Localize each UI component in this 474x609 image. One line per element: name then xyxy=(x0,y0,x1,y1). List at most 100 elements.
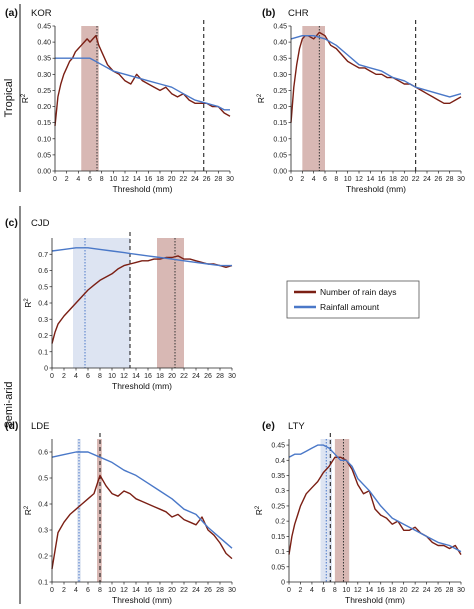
x-tick-label-a: 24 xyxy=(191,176,199,183)
y-tick-label-a: 0.40 xyxy=(37,40,51,47)
y-tick-label-c: 0.6 xyxy=(38,268,48,275)
y-tick-label-e: 0.1 xyxy=(275,549,285,556)
x-tick-label-c: 4 xyxy=(74,373,78,380)
y-axis-label-c: R2 xyxy=(23,298,33,308)
x-axis-label-a: Threshold (mm) xyxy=(113,184,173,194)
y-tick-label-e: 0.4 xyxy=(275,458,285,465)
x-tick-label-e: 18 xyxy=(388,587,396,594)
x-tick-label-b: 12 xyxy=(355,176,363,183)
x-tick-label-c: 20 xyxy=(168,373,176,380)
x-tick-label-c: 0 xyxy=(50,373,54,380)
x-tick-label-a: 0 xyxy=(53,176,57,183)
x-tick-label-a: 14 xyxy=(133,176,141,183)
series-line-rain_days-d xyxy=(51,474,233,570)
panel-b: 0 2 4 6 8 10 12 14 16 18 20 22 24 26 28 300.000.050.100… xyxy=(256,7,465,194)
x-tick-label-d: 24 xyxy=(192,587,200,594)
x-tick-label-a: 18 xyxy=(156,176,164,183)
y-tick-label-d: 0.2 xyxy=(38,554,48,561)
x-tick-label-d: 0 xyxy=(50,587,54,594)
x-tick-label-e: 20 xyxy=(400,587,408,594)
x-tick-label-b: 18 xyxy=(389,176,397,183)
y-tick-label-b: 0.35 xyxy=(273,56,287,63)
x-tick-label-b: 20 xyxy=(400,176,408,183)
x-tick-label-e: 22 xyxy=(411,587,419,594)
x-tick-label-c: 8 xyxy=(98,373,102,380)
series-line-rainfall-e xyxy=(288,444,462,553)
x-tick-label-b: 28 xyxy=(446,176,454,183)
panel-station-a: KOR xyxy=(31,8,52,19)
x-tick-label-e: 10 xyxy=(342,587,350,594)
series-line-rainfall-a xyxy=(55,57,230,111)
y-tick-label-b: 0.00 xyxy=(273,169,287,176)
y-tick-label-d: 0.6 xyxy=(38,450,48,457)
x-tick-label-b: 6 xyxy=(323,176,327,183)
x-tick-label-a: 16 xyxy=(144,176,152,183)
panel-station-b: CHR xyxy=(288,8,309,19)
y-axis-label-superscript-d: 2 xyxy=(24,505,30,509)
x-tick-label-a: 6 xyxy=(88,176,92,183)
x-tick-label-c: 24 xyxy=(192,373,200,380)
panel-station-d: LDE xyxy=(31,421,49,432)
y-tick-label-b: 0.25 xyxy=(273,88,287,95)
x-tick-label-d: 22 xyxy=(180,587,188,594)
y-tick-label-b: 0.10 xyxy=(273,136,287,143)
x-tick-label-d: 30 xyxy=(228,587,236,594)
y-tick-label-c: 0 xyxy=(44,366,48,373)
x-tick-label-c: 10 xyxy=(108,373,116,380)
x-tick-label-b: 10 xyxy=(344,176,352,183)
y-tick-label-a: 0.15 xyxy=(37,120,51,127)
legend-label-rain-days: Number of rain days xyxy=(320,287,397,297)
x-tick-label-c: 6 xyxy=(86,373,90,380)
y-tick-label-e: 0.25 xyxy=(271,503,285,510)
y-tick-label-e: 0.45 xyxy=(271,443,285,450)
shade-rain-days-d xyxy=(97,439,102,582)
panel-station-c: CJD xyxy=(31,218,50,229)
x-tick-label-d: 4 xyxy=(74,587,78,594)
y-axis-label-superscript-a: 2 xyxy=(21,93,27,97)
series-line-rain_days-e xyxy=(288,456,462,555)
panel-e: 0 2 4 6 8 10 12 14 16 18 20 22 24 26 28 3000.050.10.150… xyxy=(254,420,465,605)
panel-a: 0 2 4 6 8 10 12 14 16 18 20 22 24 26 28 300.000.050.100… xyxy=(5,7,234,194)
x-tick-label-e: 2 xyxy=(299,587,303,594)
x-tick-label-c: 16 xyxy=(144,373,152,380)
panel-label-b: (b) xyxy=(262,7,275,19)
panels: 0 2 4 6 8 10 12 14 16 18 20 22 24 26 28 300.000.050.100… xyxy=(5,7,465,605)
panel-label-d: (d) xyxy=(5,420,18,432)
y-axis-label-superscript-c: 2 xyxy=(24,298,30,302)
y-axis-label-b: R2 xyxy=(256,93,266,103)
y-axis-label-superscript-e: 2 xyxy=(255,505,261,509)
x-axis-label-c: Threshold (mm) xyxy=(112,381,172,391)
x-tick-label-a: 2 xyxy=(65,176,69,183)
panel-station-e: LTY xyxy=(288,421,305,432)
x-tick-label-a: 12 xyxy=(121,176,129,183)
x-tick-label-c: 28 xyxy=(216,373,224,380)
x-tick-label-b: 8 xyxy=(334,176,338,183)
x-tick-label-a: 28 xyxy=(214,176,222,183)
x-tick-label-e: 4 xyxy=(310,587,314,594)
y-tick-label-c: 0.1 xyxy=(38,349,48,356)
y-tick-label-b: 0.05 xyxy=(273,152,287,159)
y-axis-label-a: R2 xyxy=(20,93,30,103)
series-line-rain_days-a xyxy=(54,35,231,126)
shade-rainfall-d xyxy=(77,439,81,582)
panel-label-e: (e) xyxy=(262,420,275,432)
x-tick-label-a: 20 xyxy=(168,176,176,183)
y-tick-label-a: 0.25 xyxy=(37,88,51,95)
x-tick-label-d: 20 xyxy=(168,587,176,594)
x-tick-label-c: 30 xyxy=(228,373,236,380)
x-tick-label-e: 0 xyxy=(287,587,291,594)
x-axis-label-e: Threshold (mm) xyxy=(345,595,405,605)
y-tick-label-e: 0.35 xyxy=(271,473,285,480)
y-tick-label-a: 0.45 xyxy=(37,24,51,31)
shade-rain-days-e xyxy=(334,439,350,582)
x-tick-label-c: 18 xyxy=(156,373,164,380)
legend-box xyxy=(286,280,420,319)
x-tick-label-d: 12 xyxy=(120,587,128,594)
series-line-rainfall-b xyxy=(290,35,462,98)
x-tick-label-e: 12 xyxy=(354,587,362,594)
x-tick-label-c: 26 xyxy=(204,373,212,380)
x-tick-label-d: 26 xyxy=(204,587,212,594)
panel-c: 0 2 4 6 8 10 12 14 16 18 20 22 24 26 28 3000.10.20.30.4… xyxy=(5,217,236,391)
series-line-rainfall-d xyxy=(51,451,233,549)
